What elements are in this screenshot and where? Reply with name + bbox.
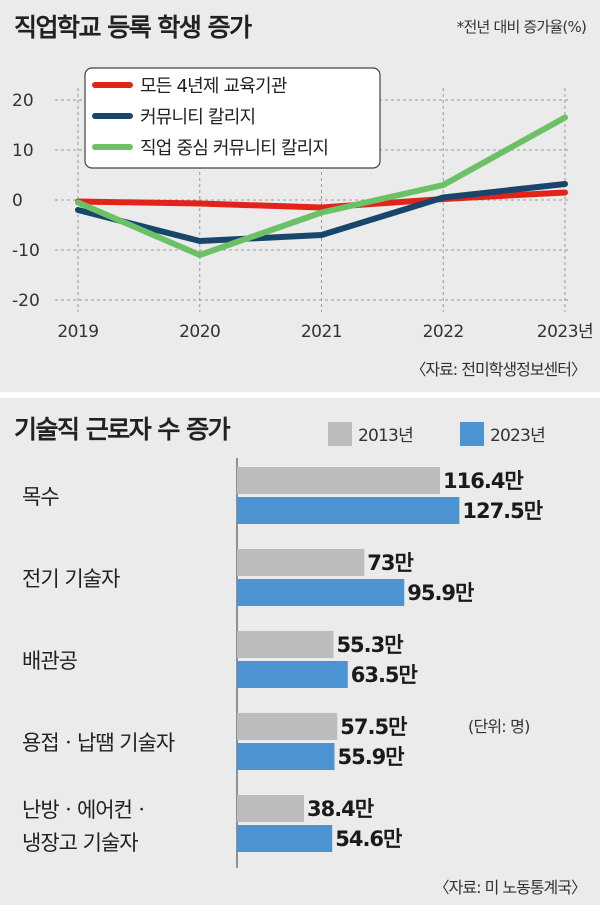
bar-value-label: 116.4만 [443,469,523,493]
series-line-0 [75,189,568,211]
bar-2013 [237,631,334,658]
bar-2013 [237,467,440,494]
line-chart-panel: 직업학교 등록 학생 증가 *전년 대비 증가율(%) 20 10 0 -10 -20 2… [0,0,600,392]
y-tick-label: 20 [12,91,34,111]
bar-2023 [237,497,460,524]
bar-value-label: 38.4만 [307,797,374,821]
x-tick-label: 2023년 [537,322,593,342]
x-tick-label: 2020 [179,322,220,342]
y-tick-label: -20 [12,291,40,311]
x-tick-label: 2022 [423,322,464,342]
bar-legend-2013: 2013년 [328,421,414,446]
y-tick-label: 10 [12,141,34,161]
category-label: 난방ㆍ에어컨ㆍ [22,798,150,822]
bar-value-label: 95.9만 [407,581,474,605]
bar-value-label: 73만 [367,551,413,575]
legend-label-2: 직업 중심 커뮤니티 칼리지 [140,138,328,159]
y-tick-label: -10 [12,241,40,261]
line-chart-title: 직업학교 등록 학생 증가 [14,13,252,42]
bar-2023 [237,579,405,606]
legend-label-2023: 2023년 [490,426,546,446]
line-chart-source: 〈자료: 전미학생정보센터〉 [410,360,587,379]
series-line-1 [75,181,568,244]
bar-chart-title: 기술직 근로자 수 증가 [14,415,231,444]
category-label: 목수 [22,485,59,509]
category-label: 전기 기술자 [22,567,120,591]
bar-value-label: 63.5만 [351,663,418,687]
series-line-2 [75,114,568,258]
bar-chart-source: 〈자료: 미 노동통계국〉 [433,878,587,897]
bar-2013 [237,713,338,740]
y-tick-label: 0 [12,191,23,211]
bar-chart-unit-note: (단위: 명) [468,717,530,736]
bar-2023 [237,743,335,770]
bar-2023 [237,661,348,688]
legend-label-2013: 2013년 [358,426,414,446]
x-tick-label: 2021 [301,322,342,342]
bar-value-label: 55.3만 [336,633,403,657]
category-label: 용접ㆍ납땜 기술자 [22,731,175,755]
bar-value-label: 55.9만 [337,745,404,769]
legend-label-1: 커뮤니티 칼리지 [140,107,255,128]
legend-label-0: 모든 4년제 교육기관 [140,76,287,97]
line-chart-unit-note: *전년 대비 증가율(%) [456,18,587,36]
category-label: 배관공 [22,649,78,673]
line-legend-box [84,67,381,169]
bar-value-label: 127.5만 [462,499,542,523]
bar-2023 [237,825,333,852]
bar-2013 [237,549,365,576]
bar-value-label: 54.6만 [335,827,402,851]
bar-2013 [237,795,304,822]
bar-legend-2023: 2023년 [460,421,546,446]
bar-value-label: 57.5만 [340,715,407,739]
category-label: 냉장고 기술자 [22,831,138,855]
legend-swatch-2013 [328,421,352,446]
line-chart: 20 10 0 -10 -20 2019 2020 2021 2022 2023년 모든 4년제 교… [12,67,594,342]
legend-swatch-2023 [460,421,484,446]
x-tick-label: 2019 [57,322,98,342]
